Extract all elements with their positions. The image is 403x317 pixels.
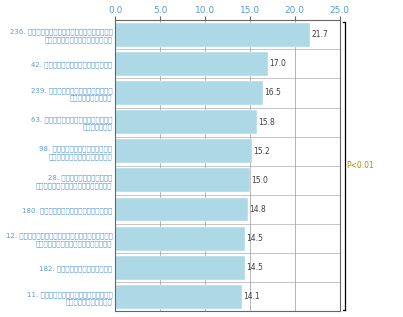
Text: 21.7: 21.7 <box>311 30 328 39</box>
Text: 15.2: 15.2 <box>253 147 270 156</box>
Bar <box>115 197 248 221</box>
Bar <box>115 168 250 192</box>
Text: 14.1: 14.1 <box>243 292 260 301</box>
Bar <box>115 139 251 163</box>
Text: 15.0: 15.0 <box>251 176 268 185</box>
Text: 16.5: 16.5 <box>265 88 281 97</box>
Text: 14.8: 14.8 <box>249 205 266 214</box>
Text: 15.8: 15.8 <box>258 118 275 126</box>
Text: P<0.01: P<0.01 <box>347 161 374 170</box>
Bar <box>115 285 242 309</box>
Bar <box>115 110 257 134</box>
Text: 14.5: 14.5 <box>247 263 264 272</box>
Bar <box>115 23 310 47</box>
Text: 14.5: 14.5 <box>247 234 264 243</box>
Bar <box>115 256 245 280</box>
Bar <box>115 81 263 105</box>
Bar <box>115 52 268 76</box>
Bar <box>115 227 245 250</box>
Text: 17.0: 17.0 <box>269 59 286 68</box>
